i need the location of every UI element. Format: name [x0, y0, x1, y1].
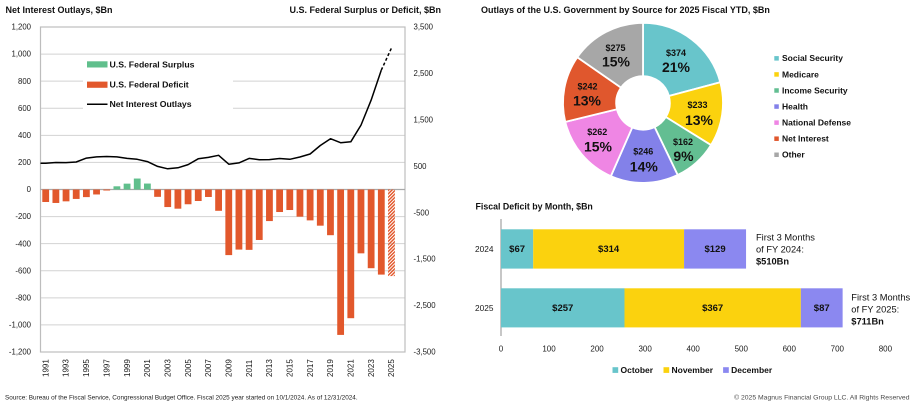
svg-text:-600: -600 [15, 266, 31, 275]
svg-text:-1,000: -1,000 [9, 321, 32, 330]
svg-text:200: 200 [590, 345, 604, 354]
svg-text:© 2025 Magnus Financial Group: © 2025 Magnus Financial Group LLC. All R… [734, 394, 910, 402]
svg-text:Net Interest Outlays: Net Interest Outlays [110, 99, 192, 109]
svg-text:$67: $67 [509, 244, 525, 255]
svg-text:Social Security: Social Security [782, 53, 843, 63]
svg-text:$87: $87 [814, 303, 830, 314]
svg-text:300: 300 [638, 345, 652, 354]
svg-text:2011: 2011 [245, 359, 254, 377]
svg-text:Fiscal Deficit by Month, $Bn: Fiscal Deficit by Month, $Bn [476, 202, 593, 212]
svg-text:100: 100 [542, 345, 556, 354]
svg-text:13%: 13% [573, 92, 602, 108]
svg-text:U.S. Federal Surplus or Defici: U.S. Federal Surplus or Deficit, $Bn [289, 5, 441, 15]
svg-text:2019: 2019 [326, 359, 335, 377]
svg-text:15%: 15% [602, 54, 631, 70]
svg-text:U.S. Federal Deficit: U.S. Federal Deficit [110, 80, 189, 90]
svg-text:2025: 2025 [387, 359, 396, 377]
svg-text:$367: $367 [702, 303, 723, 314]
svg-text:$242: $242 [577, 81, 597, 91]
svg-text:National Defense: National Defense [782, 117, 851, 127]
svg-text:$262: $262 [587, 127, 607, 137]
svg-text:-200: -200 [15, 212, 31, 221]
svg-text:1993: 1993 [62, 359, 71, 377]
svg-text:1,500: 1,500 [414, 115, 434, 124]
svg-text:500: 500 [735, 345, 749, 354]
svg-text:Health: Health [782, 101, 808, 111]
svg-text:0: 0 [499, 345, 504, 354]
svg-text:$711Bn: $711Bn [851, 317, 884, 327]
svg-text:Net Interest Outlays, $Bn: Net Interest Outlays, $Bn [6, 5, 113, 15]
svg-text:21%: 21% [662, 59, 691, 75]
svg-text:Net Interest: Net Interest [782, 134, 829, 144]
svg-text:1997: 1997 [102, 359, 111, 377]
svg-text:-1,200: -1,200 [9, 348, 32, 357]
svg-text:1991: 1991 [41, 359, 50, 377]
svg-text:-500: -500 [414, 208, 430, 217]
svg-text:First 3 Months: First 3 Months [756, 233, 815, 243]
svg-text:2003: 2003 [163, 359, 172, 377]
svg-text:1995: 1995 [82, 359, 91, 377]
svg-text:Income Security: Income Security [782, 85, 848, 95]
svg-text:15%: 15% [584, 139, 613, 155]
svg-text:Medicare: Medicare [782, 69, 819, 79]
svg-text:2013: 2013 [265, 359, 274, 377]
svg-text:2017: 2017 [306, 359, 315, 377]
svg-text:400: 400 [687, 345, 701, 354]
svg-text:200: 200 [18, 158, 32, 167]
svg-text:$233: $233 [687, 100, 707, 110]
svg-text:November: November [672, 365, 714, 375]
svg-text:13%: 13% [685, 112, 714, 128]
svg-text:$162: $162 [673, 137, 693, 147]
svg-text:October: October [621, 365, 654, 375]
svg-text:$275: $275 [605, 43, 625, 53]
svg-text:$257: $257 [552, 303, 573, 314]
svg-text:First 3 Months: First 3 Months [851, 293, 910, 303]
svg-text:2024: 2024 [475, 244, 494, 254]
svg-text:2,500: 2,500 [414, 69, 434, 78]
svg-text:of FY 2025:: of FY 2025: [851, 305, 899, 315]
svg-text:of FY 2024:: of FY 2024: [756, 245, 804, 255]
svg-text:Outlays of the U.S. Government: Outlays of the U.S. Government by Source… [481, 5, 770, 15]
svg-text:2007: 2007 [204, 359, 213, 377]
svg-text:December: December [731, 365, 773, 375]
svg-text:600: 600 [783, 345, 797, 354]
svg-text:2001: 2001 [143, 359, 152, 377]
svg-text:800: 800 [879, 345, 893, 354]
svg-text:Other: Other [782, 150, 805, 160]
svg-text:Source: Bureau of the Fiscal S: Source: Bureau of the Fiscal Service, Co… [5, 395, 358, 402]
svg-text:1,200: 1,200 [11, 23, 31, 32]
svg-text:-800: -800 [15, 293, 31, 302]
svg-text:-3,500: -3,500 [414, 348, 437, 357]
svg-text:-400: -400 [15, 239, 31, 248]
svg-text:U.S. Federal Surplus: U.S. Federal Surplus [110, 59, 195, 69]
svg-text:400: 400 [18, 131, 32, 140]
svg-text:2021: 2021 [347, 359, 356, 377]
svg-text:800: 800 [18, 77, 32, 86]
svg-text:-2,500: -2,500 [414, 301, 437, 310]
svg-text:0: 0 [27, 185, 32, 194]
svg-text:1999: 1999 [123, 359, 132, 377]
svg-text:-1,500: -1,500 [414, 255, 437, 264]
svg-text:2015: 2015 [285, 359, 294, 377]
svg-text:3,500: 3,500 [414, 23, 434, 32]
svg-text:$246: $246 [633, 146, 653, 156]
svg-text:600: 600 [18, 104, 32, 113]
svg-text:2005: 2005 [184, 359, 193, 377]
svg-text:9%: 9% [673, 148, 694, 164]
svg-text:$510Bn: $510Bn [756, 257, 789, 267]
svg-text:$374: $374 [666, 48, 686, 58]
svg-text:2023: 2023 [367, 359, 376, 377]
svg-text:2025: 2025 [475, 303, 494, 313]
svg-text:2009: 2009 [224, 359, 233, 377]
svg-text:500: 500 [414, 162, 428, 171]
svg-text:700: 700 [831, 345, 845, 354]
svg-text:14%: 14% [630, 158, 659, 174]
svg-text:$129: $129 [704, 244, 725, 255]
svg-text:1,000: 1,000 [11, 50, 31, 59]
svg-text:$314: $314 [598, 244, 620, 255]
